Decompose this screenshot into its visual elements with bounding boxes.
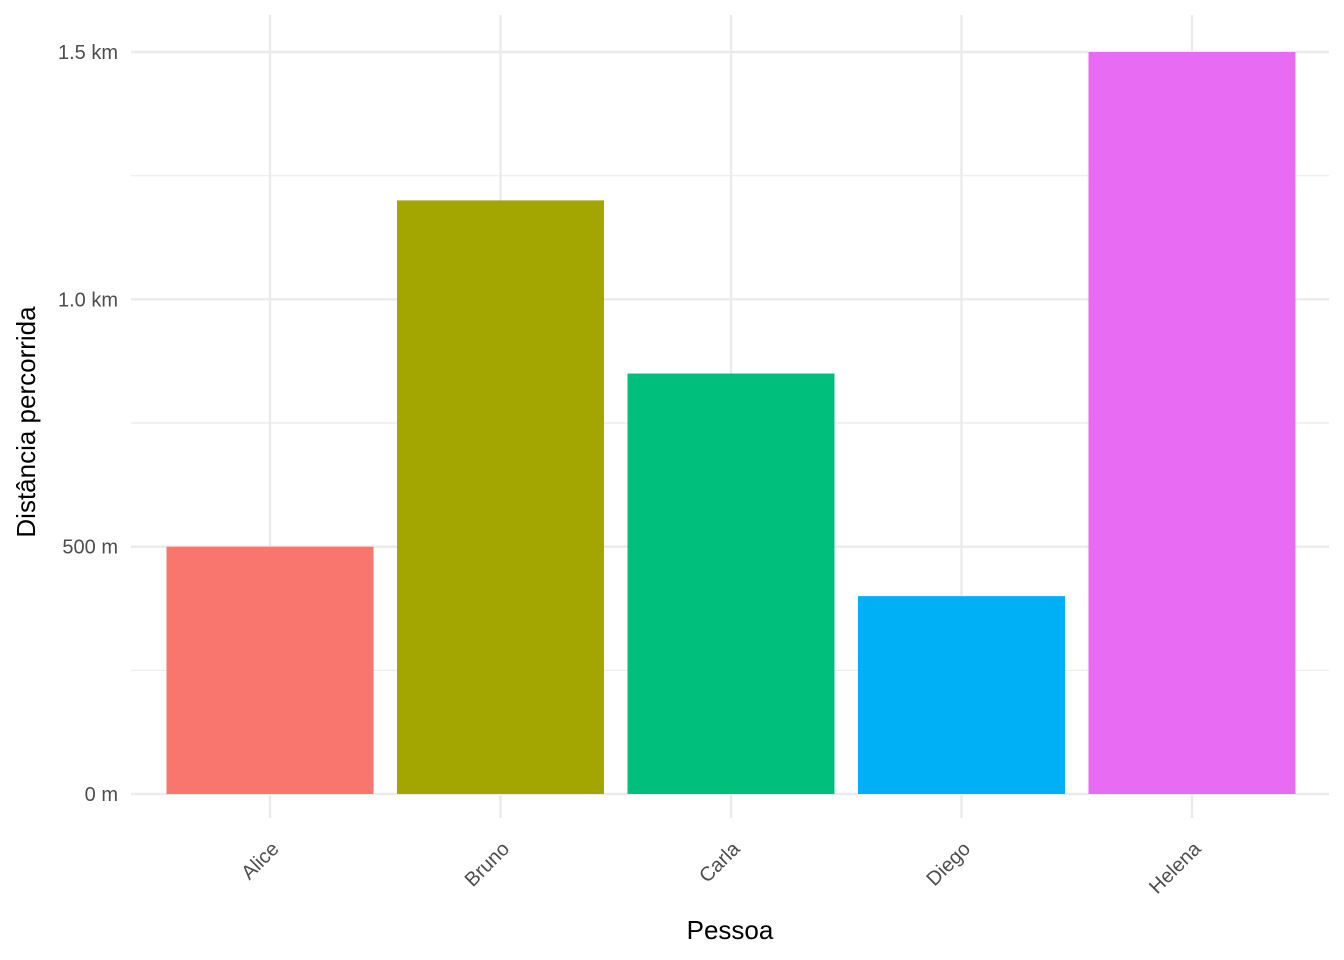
y-tick-label: 500 m: [62, 537, 118, 559]
x-axis-title: Pessoa: [687, 915, 774, 945]
y-axis-ticks: 0 m 500 m 1.0 km 1.5 km: [58, 42, 118, 806]
x-tick-label: Alice: [237, 838, 283, 884]
y-axis-title: Distância percorrida: [11, 306, 41, 538]
bar-diego: [858, 596, 1065, 794]
x-axis-ticks: Alice Bruno Carla Diego Helena: [237, 837, 1206, 898]
y-tick-label: 0 m: [85, 784, 118, 806]
bar-helena: [1088, 52, 1296, 794]
bar-bruno: [397, 200, 604, 794]
x-tick-label: Carla: [695, 837, 745, 887]
bar-carla: [627, 373, 835, 794]
x-tick-label: Bruno: [461, 838, 514, 891]
bars: [166, 52, 1296, 794]
x-tick-label: Helena: [1145, 837, 1206, 898]
y-tick-label: 1.0 km: [58, 289, 118, 311]
bar-alice: [166, 546, 374, 794]
y-tick-label: 1.5 km: [58, 42, 118, 64]
x-tick-label: Diego: [923, 838, 976, 891]
